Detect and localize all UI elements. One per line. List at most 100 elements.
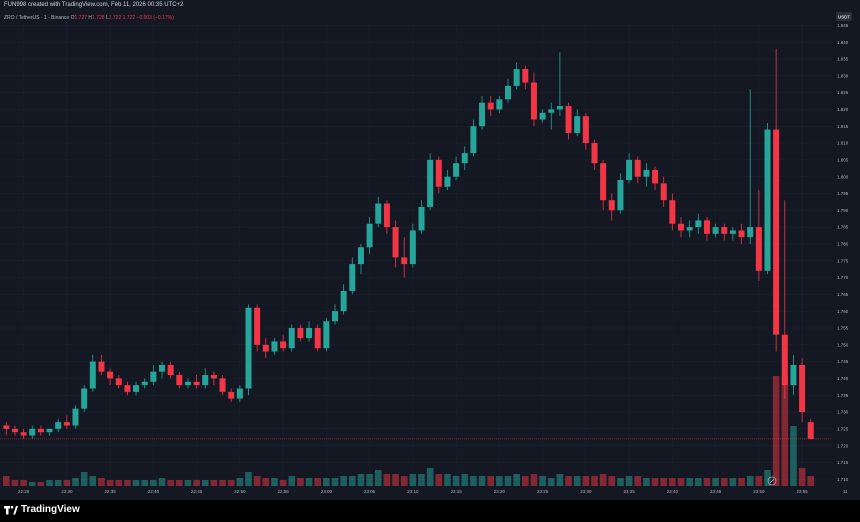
volume-bar [400,476,408,486]
candle-body [470,126,477,154]
candle [3,422,10,436]
price-chart[interactable]: 1.722 1.845 1.840 1.835 1.830 1.825 1.820 1.81… [0,0,860,500]
candle-body [626,159,633,181]
candle [288,324,295,352]
candle-body [236,388,243,399]
volume-bar [409,474,417,486]
time-axis[interactable]: 22:25 22:30 22:35 22:40 22:45 22:50 22:55 23:00… [18,489,860,494]
candle-body [487,102,494,110]
candle [807,418,814,439]
candle [124,381,131,396]
volume-bar [357,474,365,486]
candle-body [461,153,468,164]
candle [392,220,399,268]
candle [470,119,477,157]
volume-bar [349,476,356,486]
candle-body [781,334,788,386]
candle [790,354,797,396]
volume-bar [660,478,667,486]
candle-body [72,408,79,426]
candle [781,200,788,399]
tradingview-icon [4,505,18,514]
volume-bar [141,480,148,486]
candle [453,156,460,181]
candle [81,385,88,413]
candle [210,371,217,386]
price-tick-label: 1.755 [837,326,849,331]
candle-body [556,106,563,110]
candle [669,193,676,231]
candle-body [115,378,122,386]
volume-bar [98,478,105,486]
candle [184,378,191,389]
volume-bar [132,480,140,486]
candle-body [193,381,200,386]
volume-bar [764,470,771,486]
candle [608,193,615,221]
tradingview-logo[interactable]: TradingView [4,504,80,515]
candle-body [505,85,511,100]
volume-bar [37,482,45,486]
symbol-legend: ZRO / TetherUS · 1 · Binance O1.727 H1.7… [4,15,174,21]
candle [556,52,563,117]
candle-body [600,163,607,201]
volume-bar [201,480,209,486]
volume-bar [565,476,572,486]
price-axis[interactable]: 1.845 1.840 1.835 1.830 1.825 1.820 1.815 1.810… [832,0,860,500]
volume-bar [504,476,512,486]
candle-body [401,257,408,265]
price-tick-label: 1.785 [837,225,849,230]
price-tick-label: 1.825 [837,90,849,95]
candle [712,223,719,238]
volume-bar [643,478,650,486]
volume-bar [513,474,520,486]
candle [401,237,408,278]
candle [678,217,684,238]
candle [366,217,373,254]
time-tick-label: 23:45 [710,489,722,494]
time-tick-label: 22:50 [234,489,246,494]
candle-body [323,321,330,349]
low-label: L [105,15,109,21]
low-value: 1.722 [108,15,122,21]
candle [435,156,442,194]
candle-body [392,227,399,258]
volume-bar [150,480,157,486]
volume-bar [608,476,616,486]
volume-bar [11,480,19,486]
candle [773,48,780,352]
candle [660,176,667,207]
candle-body [20,432,27,436]
candle-body [46,428,53,433]
candle-body [539,112,546,120]
chart-area[interactable]: 1.722 1.845 1.840 1.835 1.830 1.825 1.820 1.81… [0,0,860,500]
candle-body [3,425,10,429]
time-tick-label: 23:35 [623,489,635,494]
candle-body [228,391,235,399]
candle [297,324,304,342]
candle [89,354,96,392]
time-tick-label: 23:50 [753,489,765,494]
volume-bar [176,480,183,486]
candle [591,139,598,170]
candle [634,156,641,184]
currency-label: USDT [838,15,851,20]
candle-body [513,69,520,86]
volume-bar [729,478,737,486]
candle-body [167,364,174,376]
candle [245,304,252,396]
settings-icon[interactable] [767,476,777,486]
time-tick-label: 23:40 [667,489,679,494]
candle [323,317,330,352]
time-tick-label: 23:05 [364,489,376,494]
candle [11,425,18,436]
price-tick-label: 1.805 [837,157,849,162]
candle [72,405,79,429]
candle [332,304,338,325]
candle [764,122,771,275]
candle [582,112,589,150]
candle-body [409,230,416,265]
volume-bar [80,472,88,486]
volume-bar [582,476,590,486]
volume-bar [625,476,633,486]
